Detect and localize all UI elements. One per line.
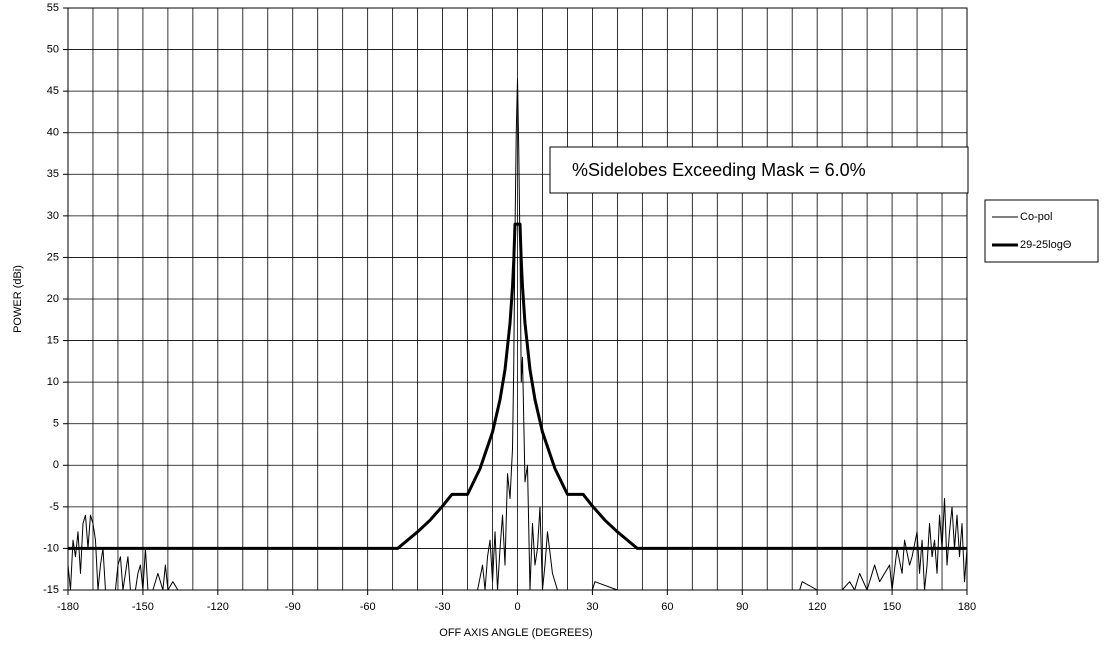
x-tick-label: -120: [207, 601, 229, 613]
y-tick-label: 50: [47, 43, 59, 55]
y-tick-label: 35: [47, 168, 59, 180]
legend-label: 29-25logΘ: [1020, 239, 1072, 251]
y-tick-label: 0: [53, 459, 59, 471]
y-tick-label: 55: [47, 2, 59, 14]
y-tick-label: -10: [43, 542, 59, 554]
x-tick-label: -90: [285, 601, 301, 613]
y-tick-label: 15: [47, 334, 59, 346]
y-tick-label: 25: [47, 251, 59, 263]
y-tick-label: 10: [47, 376, 59, 388]
plot-border: [67, 7, 968, 591]
legend-label: Co-pol: [1020, 211, 1052, 223]
x-tick-label: 30: [586, 601, 598, 613]
y-tick-label: 40: [47, 127, 59, 139]
y-axis-label: POWER (dBi): [12, 265, 24, 333]
series-line: [67, 78, 968, 591]
x-tick-label: 0: [514, 601, 520, 613]
x-tick-label: 60: [661, 601, 673, 613]
x-tick-label: -60: [360, 601, 376, 613]
x-tick-label: 90: [736, 601, 748, 613]
y-tick-label: -5: [49, 501, 59, 513]
series-line: [68, 222, 967, 550]
x-tick-label: 150: [883, 601, 901, 613]
annotation-box: [549, 146, 969, 194]
annotation: %Sidelobes Exceeding Mask = 6.0%: [572, 160, 866, 180]
y-tick-label: 45: [47, 85, 59, 97]
y-tick-label: 5: [53, 418, 59, 430]
x-tick-label: 180: [958, 601, 976, 613]
x-tick-label: 120: [808, 601, 826, 613]
x-tick-label: -150: [132, 601, 154, 613]
y-tick-label: 30: [47, 210, 59, 222]
y-tick-label: -15: [43, 584, 59, 596]
x-tick-label: -30: [435, 601, 451, 613]
x-axis-label: OFF AXIS ANGLE (DEGREES): [439, 627, 592, 639]
legend-box: [984, 199, 1099, 263]
y-tick-label: 20: [47, 293, 59, 305]
x-tick-label: -180: [57, 601, 79, 613]
